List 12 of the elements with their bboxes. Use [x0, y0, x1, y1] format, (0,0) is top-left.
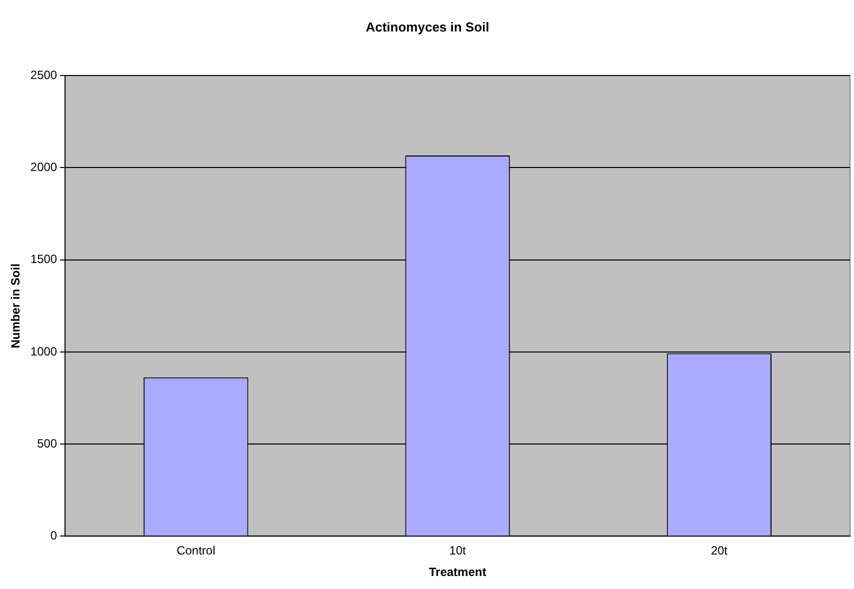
x-tick-label: 20t [710, 544, 728, 558]
x-axis-title: Treatment [428, 565, 486, 580]
chart-title: Actinomyces in Soil [366, 19, 490, 34]
y-tick-label: 500 [37, 436, 58, 450]
y-tick-label: 0 [50, 528, 58, 543]
x-tick-label: Control [176, 544, 216, 558]
y-axis-title: Number in Soil [8, 264, 23, 348]
x-tick-label: 10t [449, 544, 467, 558]
y-tick-label: 1000 [30, 344, 58, 358]
y-tick-label: 2000 [30, 160, 58, 174]
y-tick-label: 1500 [30, 252, 58, 266]
y-tick-label: 2500 [30, 68, 58, 82]
